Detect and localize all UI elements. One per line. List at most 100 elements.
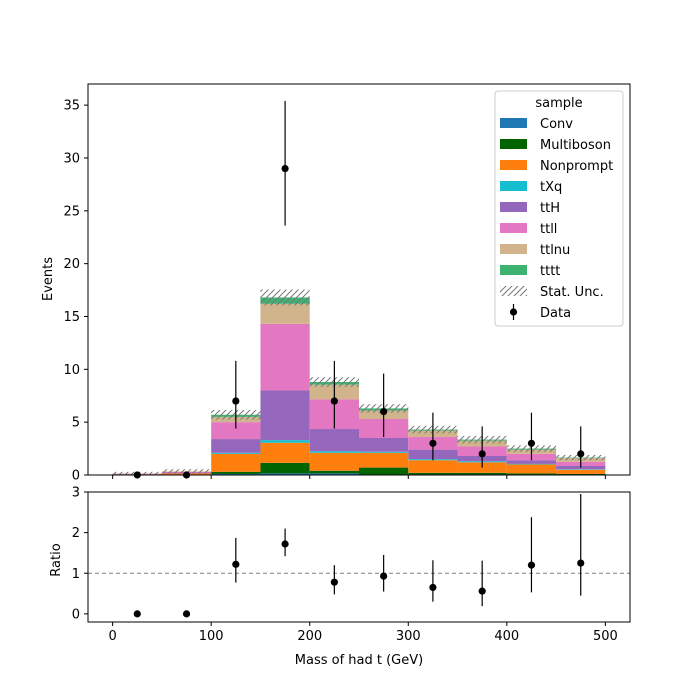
bar-nonprompt-bin-3 <box>260 442 310 463</box>
bar-nonprompt-bin-6 <box>408 460 458 473</box>
y-tick-label-30: 30 <box>63 151 80 166</box>
legend-label-multiboson: Multiboson <box>540 138 611 153</box>
bar-multiboson-bin-8 <box>506 473 557 475</box>
legend-swatch-data <box>509 308 518 316</box>
bar-multiboson-bin-7 <box>457 472 507 475</box>
bar-txq-bin-2 <box>211 452 261 454</box>
bar-ttlnu-bin-3 <box>260 303 310 324</box>
bar-conv-bin-3 <box>260 473 310 475</box>
x-tick-label-0: 0 <box>108 629 116 644</box>
main-panel: 0 5 10 15 20 25 30 35 Events sample Conv Multibo… <box>41 83 631 484</box>
ratio-axes-frame <box>87 491 631 623</box>
bar-multiboson-bin-3 <box>260 462 310 474</box>
stat-unc-band-bin-1 <box>161 469 212 474</box>
ratio-point-5 <box>380 572 388 580</box>
legend-swatch-nonprompt <box>500 160 527 170</box>
data-point-5 <box>380 407 388 416</box>
legend-label-txq: tXq <box>540 180 562 195</box>
legend-label-nonprompt: Nonprompt <box>540 159 613 174</box>
ratio-point-8 <box>527 561 536 569</box>
legend-title: sample <box>535 96 582 111</box>
ratio-point-1 <box>182 610 191 618</box>
bar-multiboson-bin-5 <box>359 467 409 475</box>
main-y-axis-label: Events <box>41 257 56 301</box>
y-tick-label-15: 15 <box>63 310 80 325</box>
data-point-8 <box>527 439 536 447</box>
ratio-point-9 <box>577 559 585 567</box>
legend: sample Conv Multiboson Nonprompt tXq ttH ttll… <box>494 90 624 327</box>
legend-label-tth: ttH <box>540 201 560 216</box>
ratio-point-4 <box>330 578 338 586</box>
data-point-7 <box>478 450 486 458</box>
y-tick-label-35: 35 <box>63 99 80 114</box>
stat-unc-band-bin-3 <box>260 289 310 306</box>
data-point-6 <box>429 439 437 447</box>
y-tick-label-5: 5 <box>72 416 80 431</box>
ratio-y-tick-label-3: 3 <box>72 486 80 501</box>
bar-txq-bin-8 <box>506 463 557 465</box>
x-axis-label: Mass of had t (GeV) <box>295 653 423 668</box>
ratio-point-3 <box>281 540 289 548</box>
legend-label-conv: Conv <box>540 117 573 132</box>
ratio-y-tick-label-0: 0 <box>72 607 80 622</box>
data-point-4 <box>330 397 338 405</box>
ratio-y-tick-label-2: 2 <box>72 526 80 541</box>
ratio-points <box>133 494 585 618</box>
legend-swatch-tth <box>500 202 527 212</box>
bar-multiboson-bin-9 <box>556 473 606 475</box>
bar-tth-bin-2 <box>211 439 261 453</box>
bar-conv-bin-4 <box>309 473 359 475</box>
bar-nonprompt-bin-5 <box>359 452 409 468</box>
legend-label-data: Data <box>540 306 571 321</box>
legend-swatch-multiboson <box>500 139 527 149</box>
bar-multiboson-bin-6 <box>408 472 458 475</box>
ratio-y-ticks: 0 1 2 3 <box>72 486 88 622</box>
ratio-panel: 0 100 200 300 400 500 0 1 2 3 Ratio Mass of had … <box>49 486 631 668</box>
ratio-y-axis-label: Ratio <box>49 543 64 576</box>
x-tick-label-500: 500 <box>593 629 618 644</box>
legend-label-ttll: ttll <box>540 222 557 237</box>
bar-tth-bin-9 <box>556 466 606 470</box>
bar-tth-bin-8 <box>506 460 557 464</box>
bar-txq-bin-4 <box>309 451 359 453</box>
bar-multiboson-bin-4 <box>309 470 359 474</box>
data-point-2 <box>232 397 240 405</box>
x-tick-label-200: 200 <box>297 629 322 644</box>
y-tick-label-20: 20 <box>63 257 80 272</box>
y-tick-label-10: 10 <box>63 363 80 378</box>
legend-swatch-ttlnu <box>500 244 527 254</box>
x-tick-label-100: 100 <box>199 629 224 644</box>
x-tick-label-400: 400 <box>494 629 519 644</box>
legend-label-ttlnu: ttlnu <box>540 243 570 258</box>
bar-tth-bin-4 <box>309 429 359 452</box>
bar-txq-bin-9 <box>556 469 606 470</box>
bar-ttll-bin-3 <box>260 323 310 391</box>
ratio-x-ticks: 0 100 200 300 400 500 <box>108 622 618 644</box>
x-tick-label-300: 300 <box>396 629 421 644</box>
data-point-9 <box>577 450 585 458</box>
bar-nonprompt-bin-4 <box>309 452 359 471</box>
bar-txq-bin-3 <box>260 440 310 443</box>
legend-swatch-txq <box>500 181 527 191</box>
data-points <box>133 100 585 479</box>
ratio-y-tick-label-1: 1 <box>72 567 80 582</box>
main-axes-frame <box>87 83 631 476</box>
ratio-point-2 <box>232 560 240 568</box>
ratio-point-7 <box>478 587 486 595</box>
data-point-3 <box>281 164 289 173</box>
bar-nonprompt-bin-8 <box>506 464 557 474</box>
legend-swatch-stat-unc- <box>500 286 527 296</box>
ratio-point-0 <box>133 610 141 618</box>
bar-txq-bin-5 <box>359 451 409 453</box>
main-y-ticks: 0 5 10 15 20 25 30 35 <box>63 99 88 484</box>
bar-tth-bin-5 <box>359 438 409 452</box>
bar-nonprompt-bin-2 <box>211 453 261 472</box>
legend-swatch-tttt <box>500 265 527 275</box>
main-x-ticks <box>112 475 606 479</box>
y-tick-label-0: 0 <box>72 469 80 484</box>
legend-label-tttt: tttt <box>540 264 560 279</box>
bar-nonprompt-bin-9 <box>556 469 606 474</box>
legend-swatch-ttll <box>500 223 527 233</box>
bar-conv-bin-2 <box>211 473 261 475</box>
